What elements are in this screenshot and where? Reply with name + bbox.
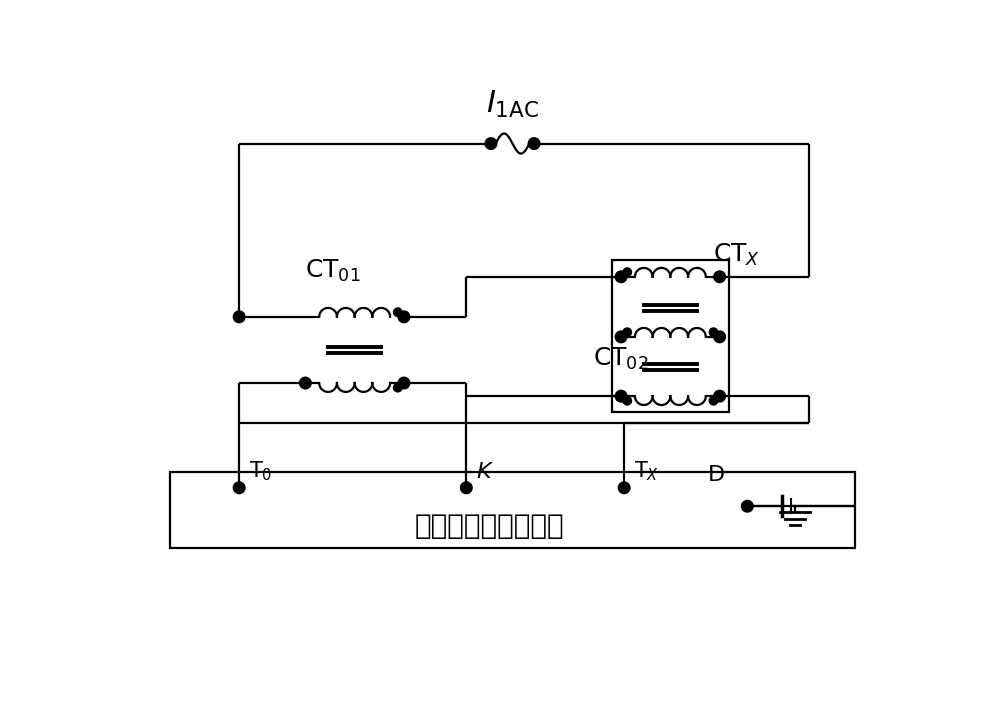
- Circle shape: [234, 312, 245, 323]
- Circle shape: [300, 378, 311, 389]
- Circle shape: [709, 397, 718, 405]
- Circle shape: [714, 391, 725, 402]
- Circle shape: [399, 312, 409, 323]
- Circle shape: [616, 331, 626, 342]
- Circle shape: [394, 308, 402, 317]
- Circle shape: [616, 391, 626, 402]
- Text: $\mathrm{T}_0$: $\mathrm{T}_0$: [249, 459, 272, 483]
- Circle shape: [394, 384, 402, 392]
- Circle shape: [619, 483, 630, 493]
- Circle shape: [461, 483, 472, 493]
- Bar: [612, 260, 729, 411]
- Circle shape: [529, 138, 539, 149]
- Circle shape: [234, 483, 245, 493]
- Circle shape: [709, 328, 718, 336]
- Text: $\mathrm{D}$: $\mathrm{D}$: [707, 464, 725, 486]
- Bar: [170, 472, 855, 548]
- Circle shape: [616, 272, 626, 282]
- Circle shape: [623, 397, 631, 405]
- Text: $K$: $K$: [476, 461, 494, 483]
- Text: $\mathrm{CT}_{02}$: $\mathrm{CT}_{02}$: [593, 346, 648, 372]
- Circle shape: [742, 501, 753, 512]
- Text: $I_\mathrm{1AC}$: $I_\mathrm{1AC}$: [486, 90, 539, 120]
- Circle shape: [714, 272, 725, 282]
- Circle shape: [399, 378, 409, 389]
- Circle shape: [623, 328, 631, 336]
- Text: $\mathrm{CT}_{01}$: $\mathrm{CT}_{01}$: [305, 258, 360, 285]
- Text: $\mathrm{CT}_X$: $\mathrm{CT}_X$: [713, 242, 760, 269]
- Circle shape: [486, 138, 496, 149]
- Text: $\mathrm{T}_X$: $\mathrm{T}_X$: [634, 459, 659, 483]
- Circle shape: [623, 268, 631, 277]
- Circle shape: [714, 331, 725, 342]
- Text: 测差式误差测量装置: 测差式误差测量装置: [415, 512, 564, 540]
